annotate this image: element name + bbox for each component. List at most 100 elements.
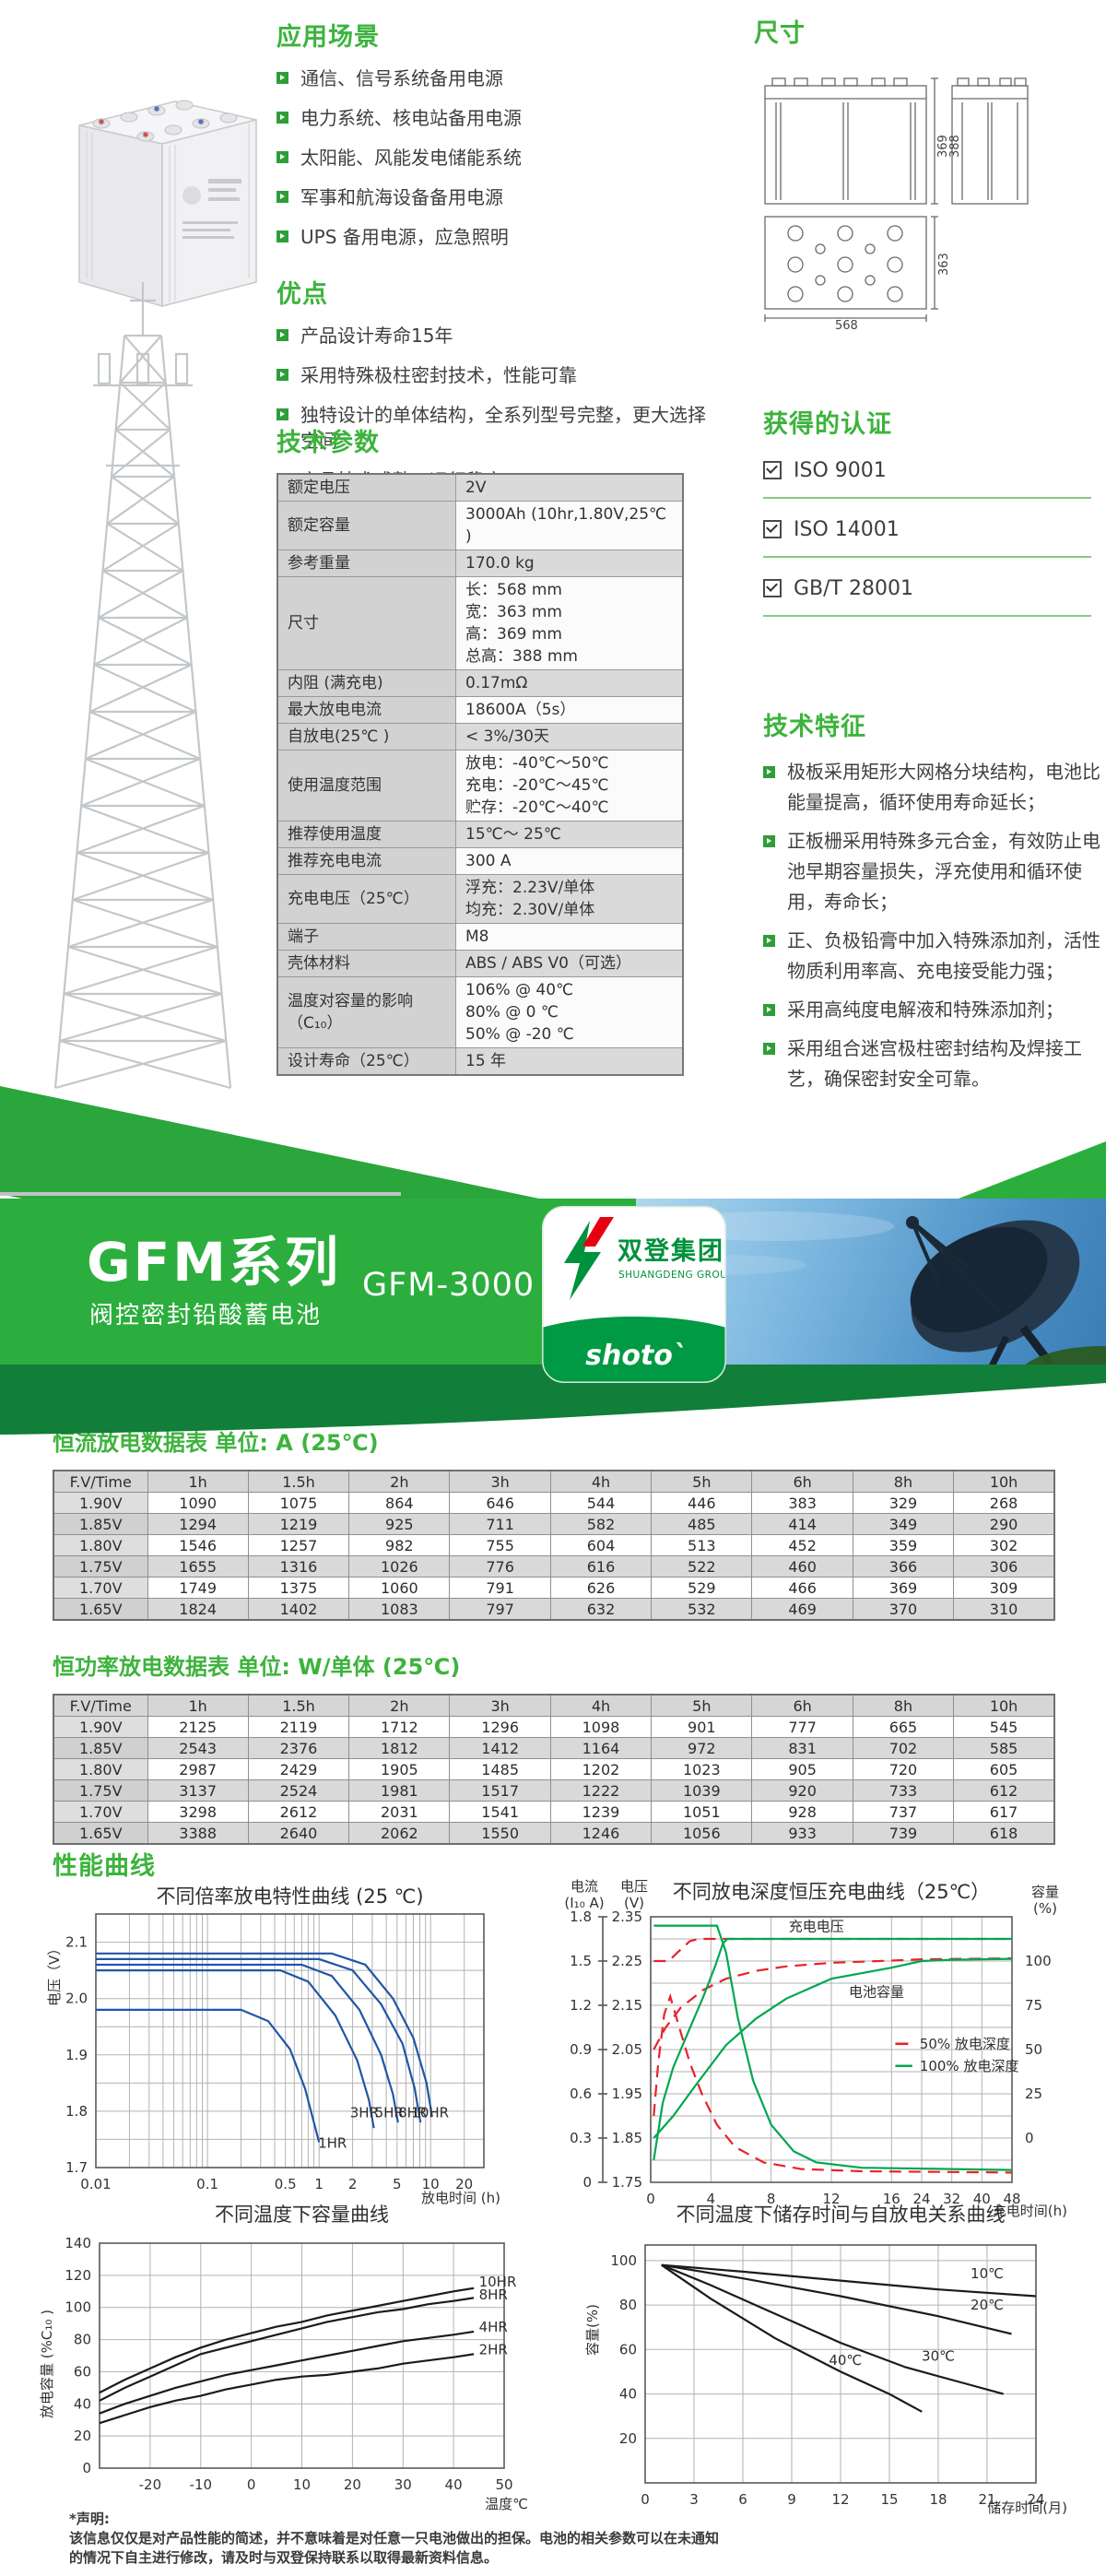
constant-power-table-section: 恒功率放电数据表 单位: W/单体 (25℃) F.V/Time 1h 1.5h 2h… xyxy=(53,1648,1055,1845)
column-header: 2h xyxy=(348,1470,451,1493)
dimensions-section: 尺寸 xyxy=(754,13,1106,335)
param-label: 温度对容量的影响（C₁₀） xyxy=(276,976,456,1048)
svg-text:40: 40 xyxy=(973,2191,991,2207)
table-cell: 1246 xyxy=(549,1822,653,1845)
svg-text:16: 16 xyxy=(883,2191,900,2207)
svg-text:储存时间(月): 储存时间(月) xyxy=(987,2499,1067,2516)
table-cell: 544 xyxy=(549,1492,653,1514)
table-cell: 2119 xyxy=(247,1716,350,1738)
bullet-icon xyxy=(276,408,288,420)
table-cell: 1164 xyxy=(549,1737,653,1759)
column-header: 1h xyxy=(147,1470,249,1493)
table-cell: 383 xyxy=(751,1492,853,1514)
svg-text:-10: -10 xyxy=(190,2476,213,2493)
checkbox-checked-icon xyxy=(763,579,782,597)
table-cell: 1749 xyxy=(147,1577,249,1599)
table-cell: 414 xyxy=(751,1513,853,1535)
table-cell: 2612 xyxy=(247,1801,350,1823)
applications-title: 应用场景 xyxy=(276,23,380,52)
table-cell: 309 xyxy=(953,1577,1055,1599)
param-row: 端子 M8 xyxy=(276,923,684,951)
table-cell: 2640 xyxy=(247,1822,350,1845)
param-row: 壳体材料 ABS / ABS V0（可选） xyxy=(276,950,684,977)
svg-text:8HR: 8HR xyxy=(398,2105,427,2121)
table-row: 1.70V 1749 1375 1060 791 626 529 466 369 309 xyxy=(53,1577,1055,1599)
svg-text:100: 100 xyxy=(1025,1953,1052,1969)
table-cell: 460 xyxy=(751,1555,853,1578)
svg-text:10HR: 10HR xyxy=(411,2105,449,2121)
applications-list: 通信、信号系统备用电源 电力系统、核电站备用电源 太阳能、风能发电储能系统 军事和航海… xyxy=(276,65,719,250)
list-item: 太阳能、风能发电储能系统 xyxy=(276,145,719,171)
svg-text:32: 32 xyxy=(943,2191,960,2207)
svg-text:电流: 电流 xyxy=(571,1878,598,1895)
param-row: 设计寿命（25℃） 15 年 xyxy=(276,1047,684,1076)
table-row: 1.85V 2543 2376 1812 1412 1164 972 831 702 585 xyxy=(53,1737,1055,1759)
svg-text:(V): (V) xyxy=(624,1895,644,1911)
svg-text:4: 4 xyxy=(707,2191,716,2207)
table-cell: 1.90V xyxy=(53,1716,148,1738)
table-cell: 1824 xyxy=(147,1598,249,1621)
svg-text:25: 25 xyxy=(1025,2086,1042,2102)
series-1HR xyxy=(96,2008,321,2143)
table-cell: 1.90V xyxy=(53,1492,148,1514)
table-cell: 797 xyxy=(449,1598,551,1621)
battery-product-image xyxy=(44,57,273,337)
svg-text:2.25: 2.25 xyxy=(612,1953,642,1969)
table-cell: 1.85V xyxy=(53,1737,148,1759)
checkbox-checked-icon xyxy=(763,461,782,479)
list-item: 通信、信号系统备用电源 xyxy=(276,65,719,91)
table-cell: 755 xyxy=(449,1534,551,1556)
bullet-icon xyxy=(276,72,288,84)
column-header: 1.5h xyxy=(247,1470,350,1493)
checkbox-checked-icon xyxy=(763,520,782,538)
disclaimer-line1: 该信息仅仅是对产品性能的简述，并不意味着是对任意一只电池做出的担保。电池的相关参… xyxy=(69,2530,720,2546)
certifications-list: ISO 9001 ISO 14001 GB/T 28001 xyxy=(763,458,1106,617)
series-充电电压 100% xyxy=(653,1937,1012,2161)
table-cell: 532 xyxy=(651,1598,753,1621)
table-cell: 2429 xyxy=(247,1758,350,1780)
chart-storage-self-discharge: 0 3 6 9 12 15 18 21 24 20 40 60 80 100 10℃ 20℃ 30℃ 40℃ 不同温… xyxy=(584,2204,1067,2516)
logo-brand-text: shoto` xyxy=(585,1340,687,1372)
param-row: 充电电压（25℃） 浮充：2.23V/单体 均充：2.30V/单体 xyxy=(276,874,684,924)
table-cell: 1.65V xyxy=(53,1822,148,1845)
table-cell: 1412 xyxy=(449,1737,551,1759)
column-header: 5h xyxy=(651,1470,753,1493)
table-cell: 2987 xyxy=(147,1758,249,1780)
svg-text:20℃: 20℃ xyxy=(971,2297,1004,2313)
table-cell: 1541 xyxy=(449,1801,551,1823)
series-8HR xyxy=(99,2297,475,2402)
table-cell: 3137 xyxy=(147,1779,249,1802)
divider-line xyxy=(763,497,1091,499)
column-header: 10h xyxy=(953,1694,1055,1717)
table-cell: 1.80V xyxy=(53,1534,148,1556)
svg-text:24: 24 xyxy=(1027,2491,1044,2508)
table-cell: 1.70V xyxy=(53,1577,148,1599)
table-cell: 791 xyxy=(449,1577,551,1599)
table-cell: 1316 xyxy=(247,1555,350,1578)
svg-text:2: 2 xyxy=(348,2176,358,2192)
svg-text:21: 21 xyxy=(978,2491,995,2508)
table-cell: 617 xyxy=(953,1801,1055,1823)
dimension-drawing: 369 388 363 568 xyxy=(764,77,1029,333)
svg-text:容量: 容量 xyxy=(1031,1884,1059,1900)
table-cell: 1219 xyxy=(247,1513,350,1535)
table-cell: 1202 xyxy=(549,1758,653,1780)
param-label: 最大放电电流 xyxy=(276,696,456,724)
series-3HR xyxy=(96,1968,375,2129)
svg-text:5: 5 xyxy=(393,2176,402,2192)
list-item: 正板栅采用特殊多元合金，有效防止电池早期容量损失，浮充使用和循环使用，寿命长； xyxy=(763,826,1106,917)
param-value: 15℃～ 25℃ xyxy=(455,821,684,848)
svg-text:(I₁₀ A): (I₁₀ A) xyxy=(564,1895,604,1911)
table-cell: 2125 xyxy=(147,1716,249,1738)
svg-text:温度℃: 温度℃ xyxy=(485,2496,528,2512)
param-label: 参考重量 xyxy=(276,549,456,577)
list-item: 军事和航海设备备用电源 xyxy=(276,184,719,210)
svg-text:1.8: 1.8 xyxy=(65,2103,88,2120)
param-value: 3000Ah (10hr,1.80V,25℃ ) xyxy=(455,501,684,550)
svg-text:0.9: 0.9 xyxy=(570,2041,592,2058)
table-cell: 329 xyxy=(852,1492,955,1514)
disclaimer-label: *声明: xyxy=(69,2511,110,2527)
series-电池容量 50% xyxy=(653,1957,1013,2050)
param-value: 浮充：2.23V/单体 均充：2.30V/单体 xyxy=(455,874,684,924)
table-cell: 290 xyxy=(953,1513,1055,1535)
